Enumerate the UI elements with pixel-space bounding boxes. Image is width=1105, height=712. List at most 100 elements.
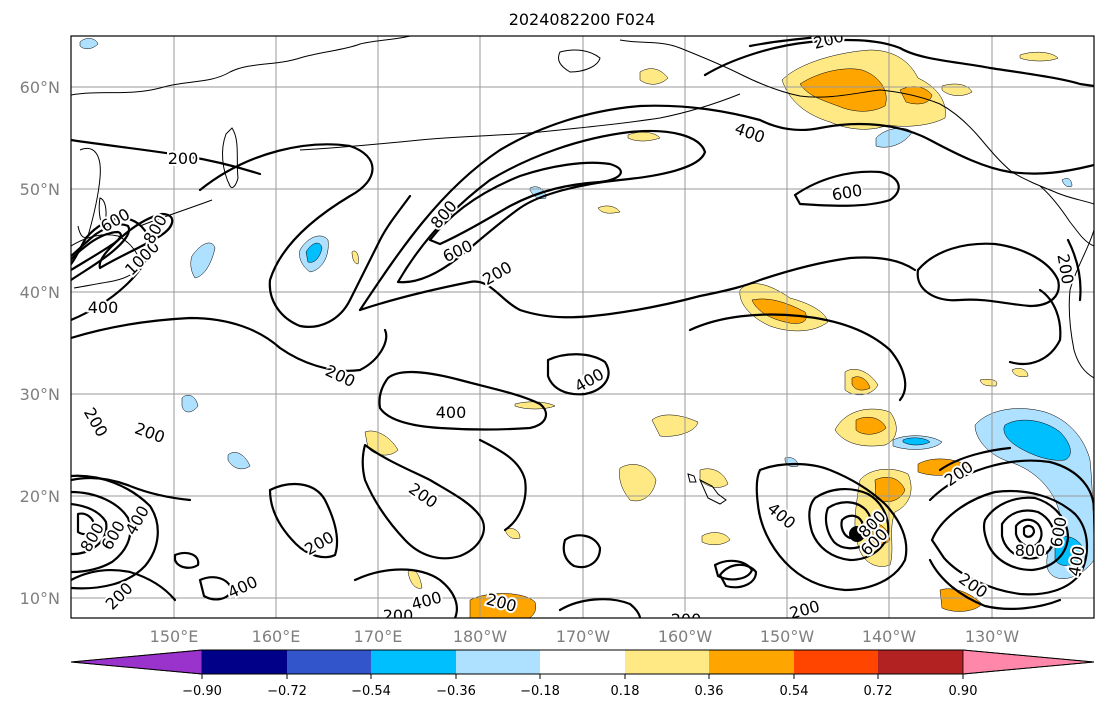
coast-alaska (619, 39, 1094, 205)
positive-patch-hawaii-s (701, 532, 731, 545)
contour-200-east-bottom (928, 558, 1062, 610)
colorbar-segment (456, 650, 540, 674)
coast-hawaii-1 (698, 478, 727, 505)
contour-200-south-2 (361, 443, 486, 560)
contour-600-gulf (793, 170, 900, 207)
contour-400-hawaii-s (718, 563, 758, 589)
contour-typhoon-w-mid (71, 490, 132, 574)
coast-hawaii-2 (687, 473, 697, 483)
coast-aleutians (299, 93, 741, 151)
latitude-labels: 60°N 50°N 40°N 30°N 20°N 10°N (20, 78, 60, 608)
positive-patch-20n-w (504, 528, 521, 539)
positive-patch-west-2 (351, 250, 359, 265)
positive-patch-hawaii-w (619, 464, 657, 502)
coast-chukotka (557, 49, 601, 73)
colorbar-tick-label: 0.36 (695, 684, 724, 699)
colorbar-extend-high (962, 649, 1095, 675)
positive-core-40n (751, 298, 807, 324)
contour-label-800-hurricane-b: 800 (1015, 541, 1046, 560)
contour-200-kamchatka (71, 138, 262, 176)
positive-patch-mid-w (627, 131, 661, 142)
contour-400-sw-1 (198, 576, 234, 601)
colorbar-tick-label: 0.18 (611, 684, 640, 699)
contour-400-hawaii-n (546, 353, 610, 396)
negative-core-hurricane-b-s (1054, 536, 1086, 566)
contour-hurricane-b-2 (930, 489, 1089, 596)
colorbar-extend-low (70, 649, 203, 675)
coast-sakhalin (98, 197, 107, 227)
positive-core-30n (855, 417, 887, 435)
positive-patch-central-n (514, 401, 556, 410)
lon-label: 160°E (252, 627, 301, 646)
colorbar-segment (625, 650, 709, 674)
contour-label-200-kamchatka: 200 (168, 149, 199, 168)
positive-patch-hawaii-e (699, 468, 729, 488)
contour-600-jet (396, 129, 707, 284)
positive-patch-bottom (469, 593, 536, 618)
colorbar-tick-label: 0.90 (949, 684, 978, 699)
contour-400-japan (71, 216, 152, 322)
contour-hurricane-b-1 (928, 459, 1094, 512)
negative-patch-west-2 (181, 395, 199, 413)
coast-bc (1039, 185, 1094, 247)
storm-center-marker (849, 526, 865, 542)
colorbar-segment (709, 650, 794, 674)
lon-label: 150°W (760, 627, 815, 646)
map-title: 2024082200 F024 (509, 10, 656, 29)
colorbar-tick-label: −0.90 (182, 684, 222, 699)
colorbar: −0.90 −0.72 −0.54 −0.36 −0.18 0.18 0.36 … (70, 649, 1095, 699)
colorbar-segment (794, 650, 878, 674)
contour-200-west-coast (916, 242, 1060, 308)
contour-800-jet (428, 161, 622, 246)
contour-200-south-3 (478, 438, 527, 532)
colorbar-segment (371, 650, 456, 674)
lat-label: 20°N (20, 487, 60, 506)
contour-label-200-bottom-3: 200 (671, 610, 702, 629)
contour-200-jet-south (358, 256, 917, 319)
coast-okhotsk (77, 148, 101, 239)
contour-200-bottom-mid (558, 598, 642, 618)
contour-hurricane-b-4 (1000, 509, 1056, 560)
lat-label: 30°N (20, 385, 60, 404)
contour-hurricane-b-core (1022, 524, 1036, 538)
longitude-labels: 150°E 160°E 170°E 180°W 170°W 160°W 150°… (150, 627, 1020, 646)
positive-patch-west (364, 430, 399, 456)
lat-label: 60°N (20, 78, 60, 97)
colorbar-tick-label: 0.54 (780, 684, 809, 699)
contour-200-east-ring (938, 446, 1012, 472)
coast-siberia (71, 36, 411, 96)
contour-hurricane-b-3 (982, 496, 1070, 572)
contour-200-ca (1066, 238, 1082, 302)
lat-label: 50°N (20, 180, 60, 199)
negative-core-hurricane-b (1003, 419, 1071, 461)
contour-200-bottom-west (353, 568, 458, 618)
contour-200-south-4 (562, 534, 602, 569)
contour-typhoon-w-outer (71, 474, 159, 590)
contour-400-gulf (703, 38, 1094, 88)
plot-area: 200 200 600 1000 800 400 800 600 200 400… (71, 36, 1094, 629)
lat-label: 10°N (20, 589, 60, 608)
positive-patch-pt (1011, 368, 1029, 377)
contour-hurricane-b-5 (1014, 518, 1043, 548)
contour-800-japan (71, 230, 122, 272)
coastlines (71, 36, 1094, 505)
contour-200-south-1 (268, 483, 339, 559)
contour-typhoon-w-core (76, 512, 96, 536)
coast-usa (1068, 229, 1094, 379)
contour-200-jet (358, 104, 1094, 312)
colorbar-tick-label: −0.54 (351, 684, 391, 699)
lon-label: 130°W (965, 627, 1020, 646)
colorbar-segment (540, 650, 625, 674)
contour-200-central-mid (688, 313, 907, 402)
contour-200-south-5 (713, 559, 754, 581)
contour-1000-japan (98, 212, 174, 270)
positive-patch-mid (597, 205, 621, 214)
lon-label: 180°W (453, 627, 508, 646)
contour-label-400-japan: 400 (88, 298, 119, 317)
lon-label: 160°W (658, 627, 713, 646)
colorbar-segment (202, 650, 287, 674)
negative-patch-japan-s (227, 452, 251, 470)
contour-label-200-bottom-1: 200 (383, 606, 414, 625)
positive-core-alaska (799, 68, 887, 112)
contour-400-ca-loop (1008, 288, 1062, 366)
